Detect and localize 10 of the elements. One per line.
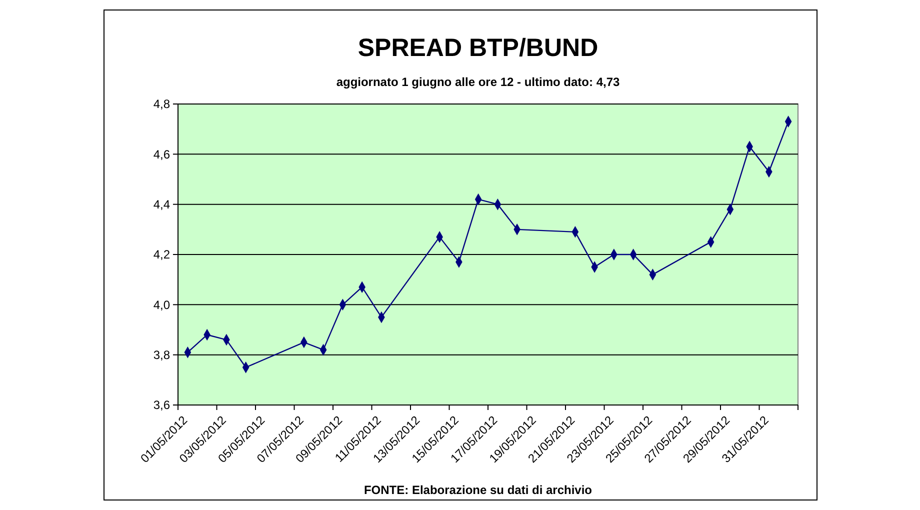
y-tick-label: 3,6 [153,398,170,412]
source-note: FONTE: Elaborazione su dati di archivio [364,483,592,497]
y-tick-label: 4,0 [153,298,170,312]
y-tick-label: 3,8 [153,348,170,362]
chart-title: SPREAD BTP/BUND [358,34,598,62]
y-tick-label: 4,4 [153,198,170,212]
y-tick-label: 4,8 [153,97,170,112]
chart-subtitle: aggiornato 1 giugno alle ore 12 - ultimo dato: 4,73 [336,75,620,89]
y-tick-label: 4,2 [153,248,170,262]
y-tick-label: 4,6 [153,147,170,162]
